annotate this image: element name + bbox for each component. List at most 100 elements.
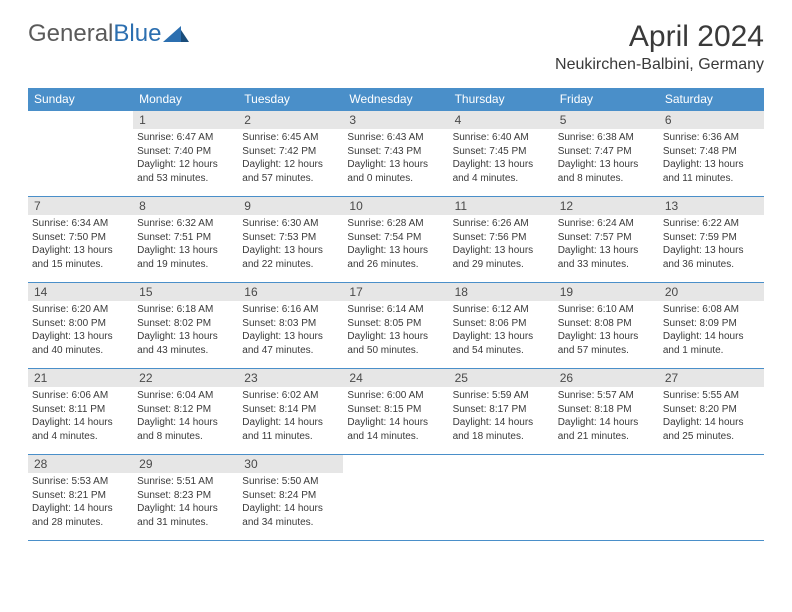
day-body: Sunrise: 6:22 AMSunset: 7:59 PMDaylight:… [659,215,764,275]
week-row: 14Sunrise: 6:20 AMSunset: 8:00 PMDayligh… [28,282,764,368]
sunrise-text: Sunrise: 6:28 AM [347,217,444,231]
day-cell: 8Sunrise: 6:32 AMSunset: 7:51 PMDaylight… [133,196,238,282]
day-cell: 26Sunrise: 5:57 AMSunset: 8:18 PMDayligh… [554,368,659,454]
daylight-text: Daylight: 12 hours and 57 minutes. [242,158,339,185]
day-cell: 25Sunrise: 5:59 AMSunset: 8:17 PMDayligh… [449,368,554,454]
logo-word1: General [28,20,113,47]
daynum: 22 [133,368,238,387]
daylight-text: Daylight: 14 hours and 11 minutes. [242,416,339,443]
day-body: Sunrise: 6:04 AMSunset: 8:12 PMDaylight:… [133,387,238,447]
daynum: 4 [449,110,554,129]
day-cell: 1Sunrise: 6:47 AMSunset: 7:40 PMDaylight… [133,110,238,196]
daylight-text: Daylight: 14 hours and 18 minutes. [453,416,550,443]
week-row: 28Sunrise: 5:53 AMSunset: 8:21 PMDayligh… [28,454,764,540]
daynum: 17 [343,282,448,301]
day-cell [659,454,764,540]
day-body: Sunrise: 6:47 AMSunset: 7:40 PMDaylight:… [133,129,238,189]
dow-saturday: Saturday [659,88,764,110]
day-body: Sunrise: 6:20 AMSunset: 8:00 PMDaylight:… [28,301,133,361]
daynum: 19 [554,282,659,301]
daynum: 2 [238,110,343,129]
day-body: Sunrise: 6:10 AMSunset: 8:08 PMDaylight:… [554,301,659,361]
day-body: Sunrise: 5:59 AMSunset: 8:17 PMDaylight:… [449,387,554,447]
day-cell: 18Sunrise: 6:12 AMSunset: 8:06 PMDayligh… [449,282,554,368]
day-cell: 22Sunrise: 6:04 AMSunset: 8:12 PMDayligh… [133,368,238,454]
daynum: 30 [238,454,343,473]
day-body: Sunrise: 5:50 AMSunset: 8:24 PMDaylight:… [238,473,343,533]
day-body: Sunrise: 6:32 AMSunset: 7:51 PMDaylight:… [133,215,238,275]
sunrise-text: Sunrise: 6:16 AM [242,303,339,317]
day-cell: 24Sunrise: 6:00 AMSunset: 8:15 PMDayligh… [343,368,448,454]
dow-row: Sunday Monday Tuesday Wednesday Thursday… [28,88,764,110]
daylight-text: Daylight: 14 hours and 34 minutes. [242,502,339,529]
day-cell: 7Sunrise: 6:34 AMSunset: 7:50 PMDaylight… [28,196,133,282]
daynum: 21 [28,368,133,387]
sunrise-text: Sunrise: 6:30 AM [242,217,339,231]
daynum: 8 [133,196,238,215]
sunrise-text: Sunrise: 6:32 AM [137,217,234,231]
week-row: 7Sunrise: 6:34 AMSunset: 7:50 PMDaylight… [28,196,764,282]
sunrise-text: Sunrise: 6:08 AM [663,303,760,317]
day-cell: 13Sunrise: 6:22 AMSunset: 7:59 PMDayligh… [659,196,764,282]
week-row: 1Sunrise: 6:47 AMSunset: 7:40 PMDaylight… [28,110,764,196]
day-body: Sunrise: 6:08 AMSunset: 8:09 PMDaylight:… [659,301,764,361]
sunrise-text: Sunrise: 6:20 AM [32,303,129,317]
sunrise-text: Sunrise: 6:38 AM [558,131,655,145]
dow-tuesday: Tuesday [238,88,343,110]
title-block: April 2024 Neukirchen-Balbini, Germany [555,20,764,74]
daylight-text: Daylight: 14 hours and 28 minutes. [32,502,129,529]
day-body: Sunrise: 6:40 AMSunset: 7:45 PMDaylight:… [449,129,554,189]
day-cell: 27Sunrise: 5:55 AMSunset: 8:20 PMDayligh… [659,368,764,454]
sunset-text: Sunset: 7:45 PM [453,145,550,159]
sunset-text: Sunset: 8:17 PM [453,403,550,417]
day-cell: 17Sunrise: 6:14 AMSunset: 8:05 PMDayligh… [343,282,448,368]
daylight-text: Daylight: 14 hours and 25 minutes. [663,416,760,443]
sunrise-text: Sunrise: 6:24 AM [558,217,655,231]
daynum: 25 [449,368,554,387]
daynum: 26 [554,368,659,387]
daynum: 10 [343,196,448,215]
day-cell: 2Sunrise: 6:45 AMSunset: 7:42 PMDaylight… [238,110,343,196]
sunset-text: Sunset: 7:47 PM [558,145,655,159]
sunset-text: Sunset: 8:08 PM [558,317,655,331]
dow-sunday: Sunday [28,88,133,110]
daylight-text: Daylight: 14 hours and 14 minutes. [347,416,444,443]
daylight-text: Daylight: 14 hours and 21 minutes. [558,416,655,443]
sunset-text: Sunset: 7:40 PM [137,145,234,159]
daynum: 15 [133,282,238,301]
day-cell: 3 Sunrise: 6:43 AMSunset: 7:43 PMDaylight… [343,110,448,196]
daynum: 24 [343,368,448,387]
daynum: 11 [449,196,554,215]
sunset-text: Sunset: 8:06 PM [453,317,550,331]
sunset-text: Sunset: 7:43 PM [347,145,444,159]
sunset-text: Sunset: 8:05 PM [347,317,444,331]
sunrise-text: Sunrise: 6:04 AM [137,389,234,403]
day-body: Sunrise: 6:06 AMSunset: 8:11 PMDaylight:… [28,387,133,447]
sunset-text: Sunset: 7:54 PM [347,231,444,245]
daylight-text: Daylight: 13 hours and 15 minutes. [32,244,129,271]
daylight-text: Daylight: 13 hours and 0 minutes. [347,158,444,185]
sunrise-text: Sunrise: 5:57 AM [558,389,655,403]
calendar-table: Sunday Monday Tuesday Wednesday Thursday… [28,88,764,541]
sunrise-text: Sunrise: 5:55 AM [663,389,760,403]
daylight-text: Daylight: 13 hours and 33 minutes. [558,244,655,271]
sunrise-text: Sunrise: 6:02 AM [242,389,339,403]
sunrise-text: Sunrise: 6:00 AM [347,389,444,403]
daynum: 3 [343,110,448,129]
day-cell: 15Sunrise: 6:18 AMSunset: 8:02 PMDayligh… [133,282,238,368]
dow-monday: Monday [133,88,238,110]
day-cell: 5Sunrise: 6:38 AMSunset: 7:47 PMDaylight… [554,110,659,196]
dow-friday: Friday [554,88,659,110]
week-row: 21Sunrise: 6:06 AMSunset: 8:11 PMDayligh… [28,368,764,454]
day-cell: 10Sunrise: 6:28 AMSunset: 7:54 PMDayligh… [343,196,448,282]
daynum: 20 [659,282,764,301]
sunrise-text: Sunrise: 5:59 AM [453,389,550,403]
sunrise-text: Sunrise: 6:14 AM [347,303,444,317]
sunrise-text: Sunrise: 6:10 AM [558,303,655,317]
sunrise-text: Sunrise: 5:53 AM [32,475,129,489]
day-cell [28,110,133,196]
daylight-text: Daylight: 13 hours and 19 minutes. [137,244,234,271]
sunrise-text: Sunrise: 5:50 AM [242,475,339,489]
sunrise-text: Sunrise: 6:43 AM [347,131,444,145]
day-cell: 23Sunrise: 6:02 AMSunset: 8:14 PMDayligh… [238,368,343,454]
